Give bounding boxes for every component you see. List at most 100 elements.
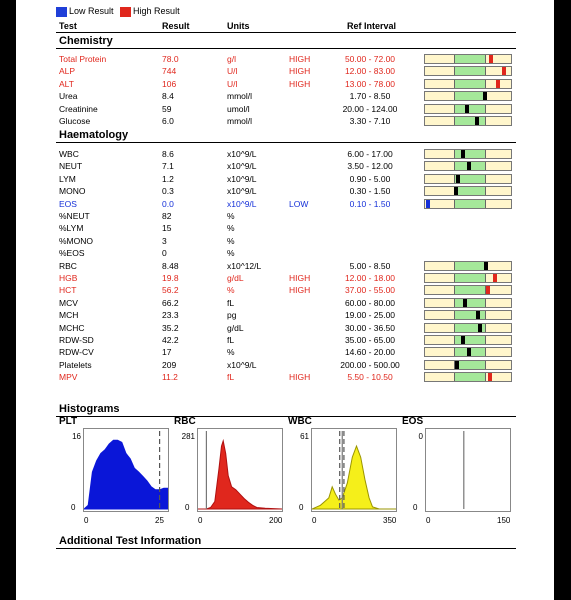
result-unit: g/dL [227, 322, 244, 333]
result-unit: % [227, 223, 235, 234]
result-flag: HIGH [289, 285, 311, 296]
result-flag: LOW [289, 198, 309, 209]
histograms-rule [56, 416, 516, 417]
result-value: 17 [162, 347, 172, 358]
result-row: EOS 0.0 x10^9/L LOW 0.10 - 1.50 [0, 198, 571, 210]
result-flag: HIGH [289, 66, 311, 77]
histogram-yzero: 0 [413, 503, 418, 512]
ref-interval: 0.30 - 1.50 [349, 186, 391, 197]
range-marker [496, 79, 500, 88]
test-name: RDW-SD [59, 335, 94, 345]
result-row: Glucose 6.0 mmol/l 3.30 - 7.10 [0, 115, 571, 127]
result-value: 8.6 [162, 149, 174, 159]
ref-interval: 35.00 - 65.00 [344, 335, 396, 345]
col-ref-header: Ref Interval [347, 21, 397, 31]
ref-interval: 1.70 - 8.50 [349, 91, 391, 102]
range-marker [483, 261, 488, 270]
range-marker [478, 323, 482, 332]
test-name: HCT [59, 285, 77, 296]
histogram-svg [312, 431, 396, 510]
section-chemistry: Chemistry [59, 35, 113, 47]
range-marker [488, 373, 493, 382]
range-bar [424, 359, 512, 370]
test-name: WBC [59, 149, 79, 159]
result-row: HCT 56.2% HIGH 37.00 - 55.00 [0, 284, 571, 296]
result-unit: umol/l [227, 103, 250, 114]
test-name: Urea [59, 91, 78, 102]
range-bar [424, 322, 512, 333]
range-bar [424, 186, 512, 197]
legend-low-swatch [56, 6, 67, 17]
section-haematology: Haematology [59, 129, 129, 141]
range-marker [475, 117, 480, 125]
ref-interval: 3.50 - 12.00 [347, 161, 393, 172]
result-value: 0 [162, 248, 167, 259]
range-normal-zone [454, 67, 486, 76]
result-unit: fL [227, 297, 235, 308]
result-row: %EOS 0% [0, 247, 571, 259]
legend: Low Result High Result [56, 6, 184, 17]
range-normal-zone [454, 336, 486, 344]
test-name: %EOS [59, 248, 85, 259]
result-row: ALT 106 U/l HIGH 13.00 - 78.00 [0, 78, 571, 90]
range-normal-zone [454, 150, 486, 158]
ref-interval: 37.00 - 55.00 [344, 285, 396, 296]
result-row: RDW-CV 17% 14.60 - 20.00 [0, 346, 571, 358]
range-bar [424, 260, 512, 271]
test-name: MCH [59, 310, 79, 321]
ref-interval: 50.00 - 72.00 [344, 54, 396, 64]
range-bar [424, 91, 512, 102]
histogram-curve [312, 444, 396, 510]
range-bar [424, 310, 512, 321]
test-name: HGB [59, 273, 78, 283]
legend-high: High Result [120, 6, 180, 17]
range-bar [424, 347, 512, 358]
range-normal-zone [454, 286, 486, 295]
range-normal-zone [454, 311, 486, 320]
ref-interval: 19.00 - 25.00 [344, 310, 396, 321]
result-value: 23.3 [162, 310, 179, 321]
range-normal-zone [454, 79, 486, 88]
range-bar [424, 297, 512, 308]
histogram-plot [197, 428, 283, 512]
histogram-curve [198, 438, 282, 510]
result-row: MPV 11.2 fL HIGH 5.50 - 10.50 [0, 371, 571, 383]
ref-interval: 12.00 - 18.00 [344, 273, 396, 283]
histogram-xmax: 350 [383, 516, 397, 525]
test-name: ALT [59, 78, 74, 89]
result-value: 106 [162, 78, 177, 89]
range-normal-zone [454, 261, 486, 270]
result-value: 0.0 [162, 198, 174, 209]
range-marker [483, 92, 488, 101]
result-unit: x10^9/L [227, 198, 257, 209]
range-normal-zone [454, 92, 486, 101]
histogram-ymax: 16 [72, 432, 81, 441]
histogram-ymax: 61 [300, 432, 309, 441]
result-unit: x10^9/L [227, 173, 257, 184]
range-marker [456, 174, 461, 183]
range-marker [467, 348, 472, 357]
result-row: Total Protein 78.0 g/l HIGH 50.00 - 72.00 [0, 53, 571, 65]
range-normal-zone [454, 117, 486, 125]
histogram-label: RBC [174, 416, 196, 427]
legend-high-swatch [120, 6, 132, 17]
ref-interval: 3.30 - 7.10 [349, 116, 391, 126]
result-value: 59 [162, 103, 172, 114]
histogram-ymax: 281 [181, 432, 195, 441]
result-value: 8.4 [162, 91, 174, 102]
histogram-curve [84, 439, 168, 510]
ref-interval: 12.00 - 83.00 [344, 66, 396, 77]
result-row: Platelets 209 x10^9/L 200.00 - 500.00 [0, 359, 571, 371]
result-flag: HIGH [289, 54, 311, 64]
result-unit: mmol/l [227, 91, 253, 102]
range-marker [461, 336, 466, 344]
histogram-xmin: 0 [426, 516, 431, 525]
result-row: WBC 8.6 x10^9/L 6.00 - 17.00 [0, 148, 571, 160]
ref-interval: 60.00 - 80.00 [344, 297, 396, 308]
range-bar [424, 173, 512, 184]
range-bar [424, 54, 512, 64]
histogram-label: WBC [288, 416, 312, 427]
result-value: 66.2 [162, 297, 179, 308]
result-value: 56.2 [162, 285, 179, 296]
ref-interval: 20.00 - 124.00 [342, 103, 398, 114]
